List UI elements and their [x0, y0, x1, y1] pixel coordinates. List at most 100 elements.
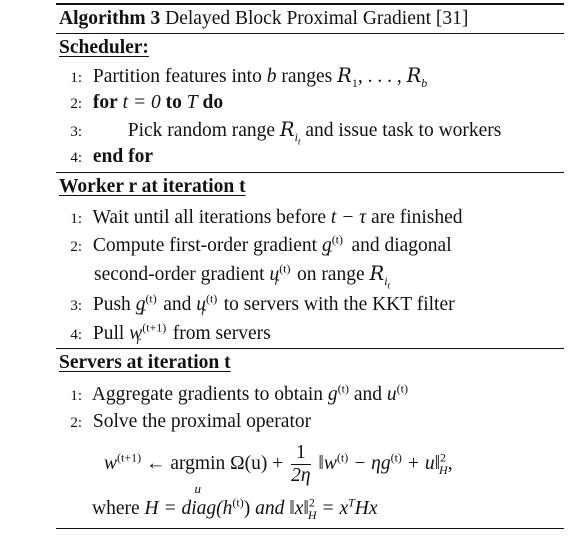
- subscript: 1: [351, 75, 358, 90]
- omega-term: Ω(u) +: [230, 453, 284, 474]
- algorithm-label: Algorithm 3: [59, 8, 161, 29]
- worker-step-1: 1: Wait until all iterations before t − …: [60, 206, 463, 231]
- step-number: 4:: [70, 150, 82, 166]
- loop-expr: t = 0: [122, 92, 161, 113]
- step-text: ranges: [281, 66, 333, 87]
- step-text: from servers: [172, 323, 271, 344]
- var-T: T: [186, 92, 198, 113]
- keyword-do: do: [202, 92, 224, 113]
- section-rule: [56, 172, 564, 173]
- scheduler-step-3: 3: Pick random range Rit and issue task …: [60, 118, 502, 147]
- comma: ,: [447, 453, 453, 474]
- keyword-to: to: [165, 92, 182, 113]
- step-text: Pull: [92, 323, 125, 344]
- servers-header: Servers at iteration t: [59, 351, 231, 375]
- expr: t − τ: [330, 207, 367, 228]
- h-diag-expr: H = diag(h: [144, 498, 233, 519]
- top-rule: [56, 3, 564, 5]
- subscript-i: i: [384, 273, 388, 288]
- section-rule: [56, 348, 564, 349]
- var-u: u: [386, 384, 397, 405]
- var-g: g: [321, 235, 332, 256]
- subscript-t: t: [387, 280, 391, 291]
- step-number: 1:: [70, 211, 82, 227]
- range-symbol: R: [369, 262, 385, 285]
- step-text: Pick random range: [127, 120, 276, 141]
- argmin-subscript: u: [194, 481, 202, 496]
- superscript-2: 2: [308, 495, 315, 510]
- var-u: u: [269, 264, 280, 285]
- algorithm-citation: [31]: [435, 8, 469, 29]
- worker-header: Worker r at iteration t: [59, 175, 246, 199]
- subscript: r: [140, 303, 146, 318]
- step-number: 3:: [70, 298, 82, 314]
- bottom-rule: [56, 528, 564, 529]
- superscript: (t): [331, 232, 344, 247]
- superscript: (t): [396, 381, 408, 396]
- var-w: w: [104, 453, 118, 474]
- subscript: r: [274, 273, 280, 288]
- fraction-numerator: 1: [291, 442, 311, 466]
- step-text: are finished: [371, 207, 463, 228]
- scheduler-step-1: 1: Partition features into b ranges R1, …: [60, 64, 427, 90]
- plus-u-norm: + u‖: [406, 453, 441, 474]
- algorithm-name: Delayed Block Proximal Gradient: [165, 8, 432, 29]
- worker-step-2: 2: Compute first-order gradient g(t)r an…: [60, 232, 451, 259]
- range-symbol: R: [337, 64, 352, 87]
- fraction-denominator: 2η: [291, 465, 311, 487]
- subscript-t: t: [297, 136, 301, 147]
- superscript-T: T: [348, 495, 355, 510]
- worker-header-text: Worker r at iteration t: [59, 176, 246, 197]
- var-g: g: [135, 294, 146, 315]
- step-number: 2:: [70, 415, 82, 431]
- where-line: where H = diag(h(t)) and ‖x‖2H = xTHx: [92, 497, 378, 521]
- var-w: w: [129, 323, 143, 344]
- subscript: r: [201, 303, 206, 318]
- dots: , . . . ,: [357, 66, 402, 87]
- step-number: 1:: [70, 70, 82, 86]
- title-rule: [56, 33, 564, 34]
- argmin-text: argmin: [170, 453, 226, 474]
- step-text: on range: [296, 264, 365, 285]
- subscript-i: i: [294, 129, 298, 144]
- superscript: (t): [390, 450, 402, 465]
- assign-arrow: ←: [145, 453, 166, 474]
- superscript: (t): [337, 381, 349, 396]
- fraction: 1 2η: [291, 442, 311, 487]
- subscript: it: [384, 273, 391, 291]
- range-symbol: R: [279, 118, 295, 141]
- step-text: and: [163, 294, 192, 315]
- step-number: 3:: [70, 124, 82, 140]
- range-symbol: R: [406, 64, 422, 87]
- step-text: Solve the proximal operator: [92, 411, 312, 432]
- subscript: r: [327, 244, 332, 259]
- step-text: Compute first-order gradient: [92, 235, 318, 256]
- step-text: Aggregate gradients to obtain: [91, 384, 324, 405]
- worker-step-4: 4: Pull w(t+1)r from servers: [60, 322, 271, 347]
- step-text: Push: [92, 294, 131, 315]
- worker-step-3: 3: Push g(t)r and u(t)r to servers with …: [60, 291, 454, 318]
- step-text: Wait until all iterations before: [92, 207, 326, 228]
- step-text: and: [353, 384, 383, 405]
- norm-open: ‖w: [318, 453, 337, 474]
- servers-step-1: 1: Aggregate gradients to obtain g(t) an…: [60, 383, 408, 408]
- subscript: it: [294, 129, 301, 147]
- superscript-2: 2: [440, 450, 447, 465]
- var-b: b: [266, 66, 277, 87]
- subscript-H: H: [439, 462, 448, 477]
- minus-eta-g: − ηg: [353, 453, 391, 474]
- var-u: u: [196, 294, 206, 315]
- step-text: and issue task to workers: [305, 120, 502, 141]
- superscript: (t+1): [117, 450, 142, 465]
- keyword-end-for: end for: [92, 146, 153, 167]
- worker-step-2-cont: second-order gradient u(t)r on range Rit: [94, 262, 391, 291]
- scheduler-header: Scheduler:: [59, 37, 149, 58]
- superscript: (t): [205, 291, 218, 306]
- superscript: (t): [336, 450, 349, 465]
- superscript: (t): [145, 291, 157, 306]
- scheduler-step-2: 2: for t = 0 to T do: [60, 91, 223, 116]
- subscript: r: [136, 332, 141, 347]
- scheduler-step-4: 4: end for: [60, 145, 153, 170]
- keyword-for: for: [92, 92, 118, 113]
- norm-x: and ‖x‖: [255, 498, 309, 519]
